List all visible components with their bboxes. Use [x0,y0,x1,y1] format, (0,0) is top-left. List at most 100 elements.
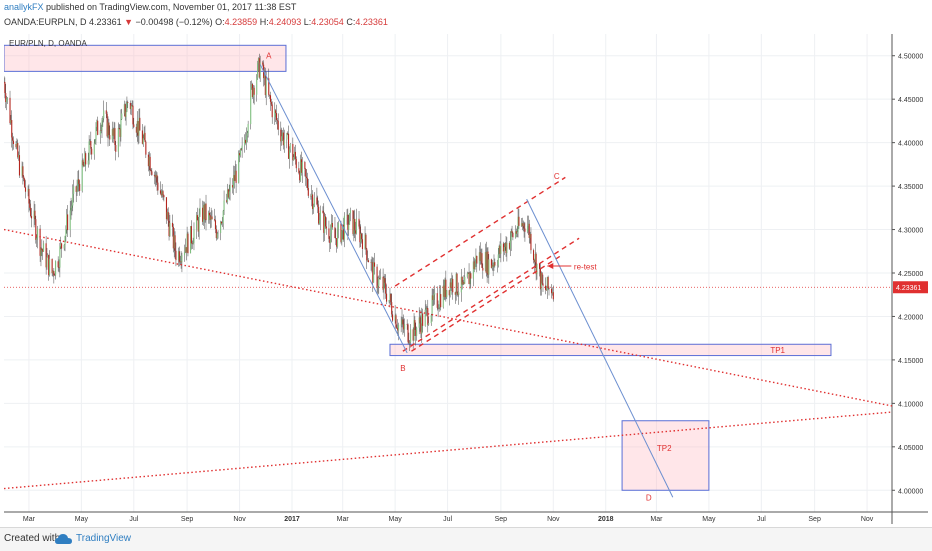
candle-body [105,110,107,114]
candle-body [226,200,228,202]
candle-body [419,317,421,324]
candle-body [199,207,201,215]
candle-body [10,120,12,124]
candle-body [330,223,333,233]
candle-body [192,242,194,245]
candle-body [319,210,321,221]
candle-body [372,262,374,283]
candle-body [341,230,343,242]
candle-body [16,142,18,148]
candle-body [58,267,60,268]
candle-body [35,219,37,240]
candle-body [390,293,392,303]
candle-body [438,307,440,309]
candle-body [18,155,20,158]
candle-body [298,168,300,173]
label-D: D [646,494,652,503]
candle-body [388,300,390,302]
candle-body [47,254,49,258]
candle-body [183,252,186,256]
candle-body [208,212,211,216]
candle-body [347,214,349,230]
close-label: C: [346,17,356,27]
candle-body [504,242,506,248]
candle-body [334,227,336,239]
candle-body [163,195,165,198]
candle-body [148,156,150,167]
tradingview-brand[interactable]: TradingView [76,533,132,544]
created-with-text: Created with [4,533,61,544]
y-tick-label: 4.40000 [898,141,923,148]
candle-body [516,232,518,234]
label-C: C [554,172,560,181]
chart-legend: EUR/PLN, D, OANDA [9,39,87,48]
candle-body [484,252,486,271]
candle-body [365,234,367,249]
candle-body [307,188,309,196]
candle-body [65,229,67,237]
candle-body [517,216,519,233]
candle-body [270,101,272,105]
author-link[interactable]: anallykFX [4,2,44,12]
candle-body [216,233,218,239]
line-wave-CD [526,198,674,498]
candle-body [421,313,423,334]
candle-body [287,133,290,159]
candle-body [439,294,441,308]
candle-body [491,265,493,268]
candle-body [424,309,426,326]
candle-body [227,189,229,198]
candle-body [336,238,338,247]
candle-body [481,253,483,268]
candle-body [113,128,115,136]
candle-body [478,252,480,264]
candle-body [469,273,471,285]
candle-body [174,235,176,251]
publish-line: anallykFX published on TradingView.com, … [4,2,296,12]
candle-body [514,231,517,238]
candle-body [232,175,235,188]
candle-body [434,293,436,295]
candle-body [547,277,549,288]
candle-body [67,214,69,231]
candle-body [151,171,153,175]
candle-body [63,244,65,249]
candle-body [165,197,168,220]
candle-body [59,246,61,268]
candle-body [528,223,530,238]
x-tick-label: Nov [233,516,246,523]
candle-body [523,223,525,229]
candle-body [479,252,481,261]
candle-body [54,275,56,276]
candle-body [330,232,332,244]
candle-body [215,229,217,239]
candle-body [4,82,6,93]
candle-body [443,285,445,297]
candle-body [107,122,109,137]
candle-body [181,255,183,263]
candle-body [138,117,140,136]
candle-body [488,259,490,275]
symbol-line: OANDA:EURPLN, D 4.23361 ▼ −0.00498 (−0.1… [4,17,388,27]
candle-body [508,242,511,249]
candle-body [367,260,369,261]
candle-body [238,153,240,183]
candle-body [167,211,169,221]
candle-body [127,102,129,103]
candle-body [506,242,508,254]
footer-bar: Created with TradingView [0,527,932,551]
price-chart[interactable]: TP1 TP2 A B C Dre-test EUR/PLN, D, OANDA 4.0000… [4,34,928,524]
low-label: L: [303,17,312,27]
candle-body [472,261,474,279]
x-tick-label: Jul [757,516,766,523]
candle-body [449,282,451,296]
candle-body [214,220,217,230]
high-label: H: [259,17,269,27]
candle-body [221,223,223,224]
candle-body [437,307,439,309]
candle-body [33,210,35,219]
candle-body [316,197,318,205]
candle-body [299,172,301,181]
candle-body [360,233,362,243]
